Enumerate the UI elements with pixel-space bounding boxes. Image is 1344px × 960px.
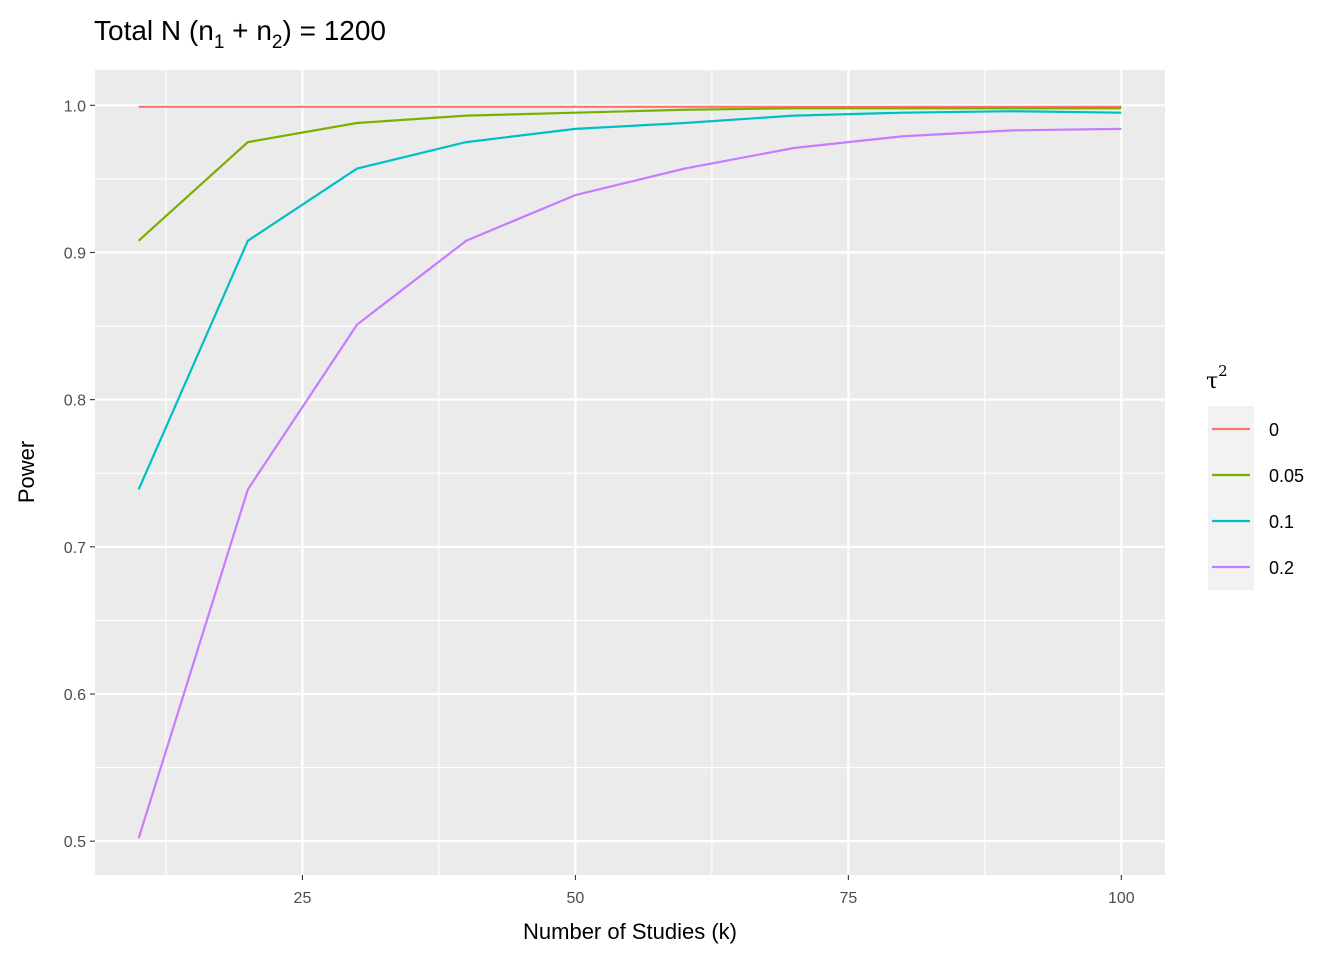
legend-title-base: τ bbox=[1206, 369, 1218, 394]
legend-label: 0.1 bbox=[1269, 512, 1294, 532]
series-line-tau2-0_2 bbox=[137, 127, 1122, 839]
plot-panel bbox=[95, 70, 1165, 875]
series-line-tau2-0_1 bbox=[137, 110, 1122, 490]
x-axis: 25 50 75 100 bbox=[294, 875, 1135, 907]
legend-title-sup: 2 bbox=[1218, 362, 1228, 380]
legend-items: 0 0.05 0.1 0.2 bbox=[1208, 406, 1304, 590]
x-tick-label: 25 bbox=[294, 890, 312, 907]
y-tick-label: 1.0 bbox=[64, 98, 86, 115]
x-tick-label: 75 bbox=[839, 890, 857, 907]
grid-major bbox=[95, 70, 1165, 875]
x-tick-label: 50 bbox=[567, 890, 585, 907]
series-line-tau2-0_05 bbox=[137, 107, 1122, 242]
series-layer bbox=[137, 105, 1122, 839]
y-tick-label: 0.8 bbox=[64, 393, 86, 410]
legend-label: 0.05 bbox=[1269, 466, 1304, 486]
title-sub-1: 1 bbox=[214, 32, 225, 53]
y-tick-label: 0.6 bbox=[64, 687, 86, 704]
x-tick-label: 100 bbox=[1108, 890, 1135, 907]
title-suffix: ) = 1200 bbox=[282, 15, 386, 46]
y-axis-title: Power bbox=[14, 441, 39, 503]
title-prefix: Total N (n bbox=[94, 15, 214, 46]
grid-minor bbox=[95, 70, 1165, 875]
title-sub-2: 2 bbox=[272, 32, 283, 53]
y-tick-label: 0.5 bbox=[64, 834, 86, 851]
legend-title: τ2 bbox=[1206, 362, 1228, 394]
legend-label: 0.2 bbox=[1269, 558, 1294, 578]
y-axis: 0.5 0.6 0.7 0.8 0.9 1.0 bbox=[64, 98, 95, 851]
y-tick-label: 0.7 bbox=[64, 540, 86, 557]
y-tick-label: 0.9 bbox=[64, 245, 86, 262]
chart-title: Total N (n1 + n2) = 1200 bbox=[94, 15, 386, 53]
legend: τ2 0 0.05 0.1 0.2 bbox=[1206, 362, 1304, 590]
title-mid: + n bbox=[224, 15, 271, 46]
x-axis-title: Number of Studies (k) bbox=[523, 919, 737, 944]
legend-label: 0 bbox=[1269, 420, 1279, 440]
